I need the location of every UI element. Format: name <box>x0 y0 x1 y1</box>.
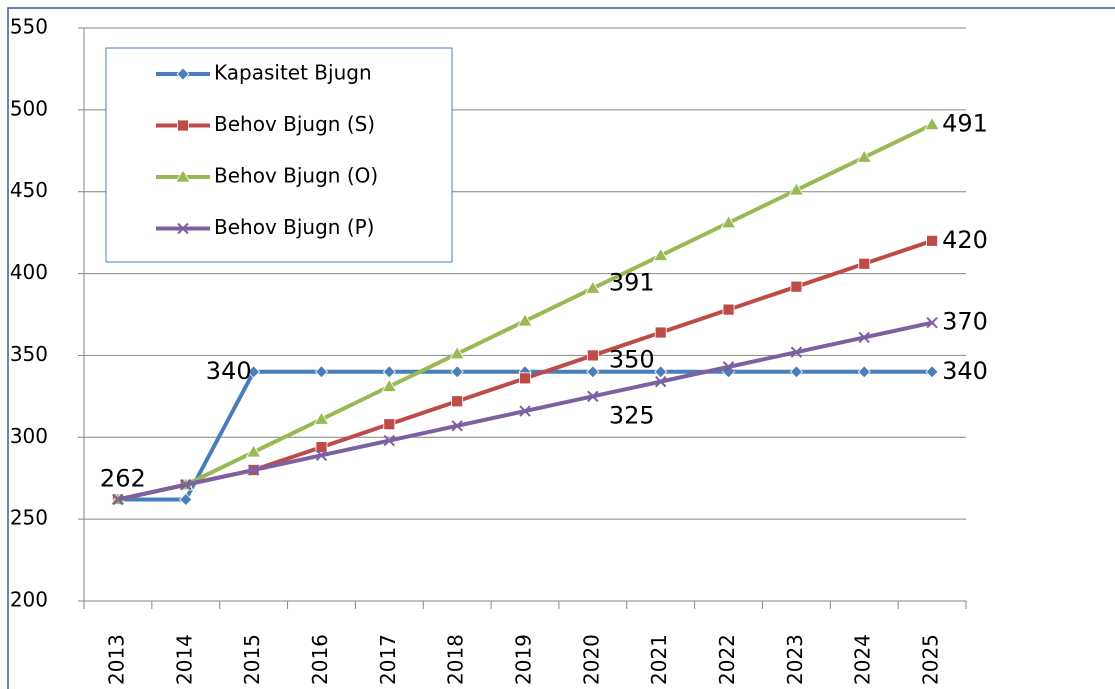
marker <box>654 365 668 379</box>
data-label: 350 <box>609 345 655 373</box>
marker <box>858 257 871 270</box>
chart-border <box>7 7 1115 689</box>
x-tick-label: 2014 <box>172 634 196 685</box>
legend-box <box>105 47 453 263</box>
x-tick-label: 2023 <box>783 634 807 685</box>
y-tick-label: 550 <box>10 15 48 39</box>
x-tick-label: 2025 <box>919 634 943 685</box>
data-label: 340 <box>206 357 252 385</box>
y-tick-label: 400 <box>10 260 48 284</box>
legend: Kapasitet Bjugn Behov Bjugn (S) Behov Bjug… <box>105 47 453 263</box>
x-tick-label: 2019 <box>512 634 536 685</box>
marker <box>722 361 735 373</box>
marker <box>788 182 805 196</box>
marker <box>449 345 465 360</box>
marker <box>858 331 870 344</box>
series-line <box>117 369 933 502</box>
y-tick-label: 250 <box>10 506 48 530</box>
marker <box>382 365 396 379</box>
x-tick-label: 2013 <box>104 634 128 685</box>
x-tick-label: 2021 <box>647 634 671 685</box>
marker <box>856 149 872 163</box>
marker <box>179 492 193 507</box>
y-tick-label: 300 <box>10 424 48 448</box>
series <box>111 365 939 507</box>
marker <box>247 365 261 379</box>
y-tick-label: 450 <box>10 178 48 202</box>
marker <box>654 326 667 339</box>
marker <box>451 395 464 408</box>
marker <box>245 444 262 458</box>
marker <box>247 464 260 476</box>
marker <box>586 365 600 379</box>
marker <box>587 390 599 403</box>
marker <box>175 169 191 183</box>
data-label: 340 <box>942 357 988 385</box>
y-tick-label: 500 <box>10 96 48 120</box>
x-tick-label: 2015 <box>240 634 264 685</box>
x-tick-label: 2024 <box>851 634 875 685</box>
marker <box>586 349 599 362</box>
marker <box>790 346 803 358</box>
marker <box>720 215 737 229</box>
data-label: 391 <box>609 268 655 296</box>
data-label: 370 <box>942 308 988 336</box>
marker <box>177 222 189 235</box>
data-label: 325 <box>609 401 655 429</box>
marker <box>926 234 938 247</box>
marker <box>315 441 328 454</box>
x-tick-label: 2018 <box>444 634 468 685</box>
marker <box>313 411 330 425</box>
x-tick-label: 2020 <box>579 634 603 685</box>
legend-label: Behov Bjugn (P) <box>214 215 374 239</box>
series <box>112 316 938 506</box>
y-tick-label: 350 <box>10 342 48 366</box>
marker <box>451 420 463 432</box>
legend-label: Behov Bjugn (S) <box>214 112 375 136</box>
data-label: 262 <box>100 464 146 492</box>
marker <box>654 375 667 388</box>
x-tick-label: 2016 <box>308 634 332 685</box>
marker <box>517 313 533 327</box>
marker <box>383 418 396 431</box>
marker <box>112 493 124 506</box>
data-label: 420 <box>942 226 988 254</box>
marker <box>176 67 190 81</box>
marker <box>789 365 803 379</box>
series <box>110 116 940 505</box>
marker <box>381 378 398 392</box>
marker <box>585 280 601 294</box>
marker <box>519 405 531 417</box>
data-label: 491 <box>942 110 988 138</box>
y-tick-label: 200 <box>10 588 48 612</box>
legend-label: Kapasitet Bjugn <box>214 61 372 85</box>
marker <box>925 365 939 379</box>
x-tick-label: 2017 <box>376 634 400 685</box>
marker <box>926 316 938 329</box>
marker <box>790 280 803 293</box>
marker <box>924 116 940 130</box>
marker <box>519 372 531 385</box>
marker <box>652 247 669 261</box>
marker <box>857 365 871 379</box>
marker <box>180 479 192 491</box>
marker <box>722 303 735 316</box>
marker <box>314 365 329 379</box>
marker <box>383 434 396 447</box>
marker <box>315 449 328 462</box>
marker <box>177 119 189 132</box>
marker <box>450 365 464 379</box>
x-tick-label: 2022 <box>715 634 739 685</box>
legend-label: Behov Bjugn (O) <box>214 164 378 188</box>
